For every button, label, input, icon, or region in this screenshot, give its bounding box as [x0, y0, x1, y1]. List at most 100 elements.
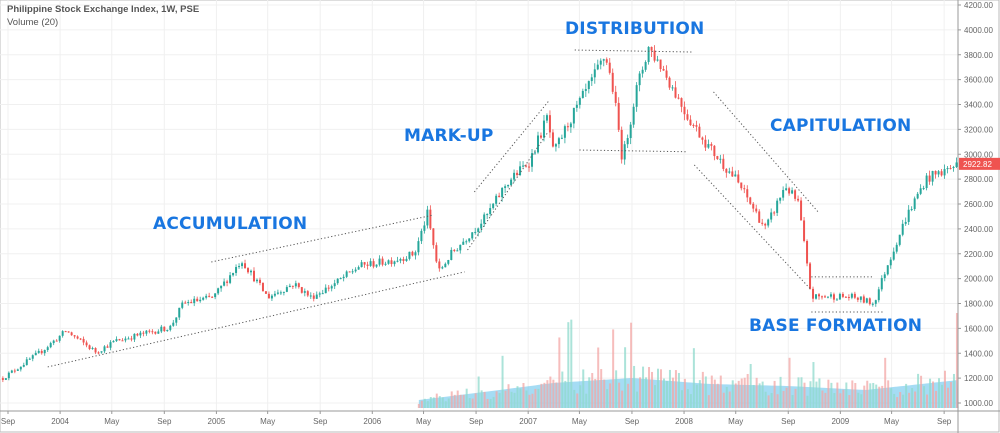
volume-bar [860, 394, 863, 408]
candle-body [67, 331, 70, 333]
y-tick-label: 2400.00 [964, 225, 993, 234]
y-tick-label: 3200.00 [964, 125, 993, 134]
candle-body [853, 293, 856, 298]
volume-bar [896, 397, 899, 408]
candle-body [124, 338, 127, 341]
volume-bar [758, 383, 761, 408]
annotation-base-formation: BASE FORMATION [749, 316, 923, 336]
volume-bar [725, 386, 728, 408]
volume-bar [692, 348, 695, 408]
volume-bar [938, 378, 941, 408]
y-tick-label: 2200.00 [964, 250, 993, 259]
candle-body [411, 251, 414, 256]
candle-body [85, 342, 88, 346]
y-tick-label: 3600.00 [964, 76, 993, 85]
volume-bar [932, 381, 935, 408]
volume-bar [579, 385, 582, 408]
chart-title: Philippine Stock Exchange Index, 1W, PSE [7, 4, 200, 15]
trendline [211, 214, 434, 263]
candle-body [100, 351, 103, 353]
y-tick-label: 1200.00 [964, 374, 993, 383]
candle-body [737, 174, 740, 183]
volume-bar [627, 383, 630, 408]
volume-bar [621, 390, 624, 408]
candle-body [145, 330, 148, 334]
x-tick-label: May [416, 417, 431, 426]
candle-body [596, 64, 599, 70]
candle-body [740, 182, 743, 189]
volume-bar [525, 390, 528, 408]
candle-body [264, 291, 267, 294]
candle-body [19, 366, 22, 370]
candle-body [267, 293, 270, 299]
candle-body [501, 187, 504, 198]
candle-body [414, 252, 417, 256]
candle-body [560, 137, 563, 139]
candle-body [139, 332, 142, 336]
candle-body [489, 208, 492, 215]
candle-body [725, 168, 728, 173]
candle-body [602, 59, 605, 61]
candle-body [907, 209, 910, 222]
candle-body [656, 59, 659, 61]
candle-body [704, 139, 707, 148]
volume-bar [465, 388, 468, 408]
volume-bar [444, 401, 447, 408]
volume-bar [806, 395, 809, 408]
candle-body [716, 156, 719, 160]
candle-body [563, 126, 566, 138]
price-axis[interactable]: 4200.00 4000.00 3800.00 3600.00 3400.00 3200.… [957, 0, 1000, 433]
volume-bar [839, 393, 842, 408]
candle-body [797, 198, 800, 201]
trendline [579, 149, 688, 153]
x-tick-label: 2008 [675, 417, 693, 426]
volume-bar [866, 380, 869, 408]
candle-body [638, 73, 641, 86]
volume-bar [776, 394, 779, 408]
volume-bar [657, 368, 659, 408]
volume-bar [498, 393, 501, 408]
candle-body [420, 230, 423, 242]
candle-body [617, 102, 620, 130]
candle-body [399, 258, 402, 261]
volume-bar [917, 373, 920, 408]
candle-body [318, 293, 321, 295]
volume-bar [707, 395, 710, 408]
volume-bar [827, 379, 830, 408]
volume-bar [609, 383, 612, 408]
x-tick-label: 2009 [831, 417, 849, 426]
volume-bar [471, 398, 474, 408]
candle-body [826, 296, 829, 298]
volume-bar [468, 398, 471, 408]
candle-body [764, 223, 767, 226]
volume-bar [943, 370, 946, 408]
x-tick-label: Sep [625, 417, 640, 426]
x-tick-label: May [260, 417, 275, 426]
candle-body [871, 303, 874, 305]
volume-bar [824, 392, 827, 408]
candle-body [208, 295, 211, 297]
candle-body [432, 228, 435, 246]
volume-bar [833, 392, 836, 408]
candle-body [468, 238, 471, 242]
time-axis[interactable]: Sep 2004 May Sep 2005 May Sep 2006 May Sep 2007 May… [0, 410, 1000, 426]
volume-bar [749, 363, 752, 408]
candle-body [713, 145, 716, 157]
volume-bar [510, 391, 513, 408]
candle-body [557, 138, 560, 145]
candle-body [919, 188, 922, 194]
volume-bar [830, 382, 833, 408]
candle-body [922, 188, 925, 190]
candle-body [438, 261, 441, 269]
candle-body [88, 345, 91, 350]
candle-body [405, 258, 408, 261]
candle-body [877, 289, 880, 301]
volume-bar [926, 394, 929, 408]
y-tick-label: 3800.00 [964, 51, 993, 60]
volume-bar [719, 375, 722, 408]
candle-body [25, 359, 28, 365]
candle-body [273, 293, 276, 296]
candle-body [534, 152, 537, 154]
volume-bar [794, 388, 797, 408]
